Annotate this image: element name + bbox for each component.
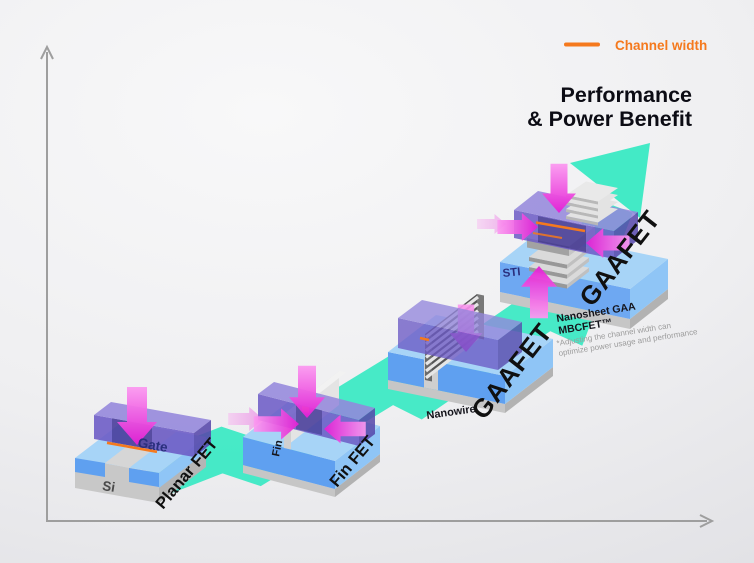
fin-label: Fin — [270, 439, 285, 458]
legend-label: Channel width — [615, 38, 707, 53]
finfet-substrate-side — [335, 454, 380, 497]
planar-si-label: Si — [101, 478, 116, 495]
growth-arrow-head-icon — [570, 143, 650, 218]
nanosheet-substrate-side — [630, 289, 668, 329]
sti-label: STI — [502, 266, 521, 280]
nanosheet-base-side — [630, 259, 668, 319]
finfet-substrate-front — [243, 465, 335, 497]
nanosheet-channel-width-line-2 — [532, 232, 563, 239]
planar-gate-top — [94, 402, 211, 433]
planar-oxide-left — [75, 458, 105, 477]
nanowire-gate-side — [498, 322, 522, 370]
nanowire-substrate-front — [388, 380, 505, 413]
planar-gate-side — [194, 420, 211, 457]
nanowire-gate — [398, 300, 522, 370]
nanowire-channel-width-mark — [419, 336, 430, 342]
nanosheet-channel-width-line — [535, 221, 586, 233]
nanowire-gate-front — [398, 318, 498, 370]
planar-oxide-right — [129, 468, 159, 487]
fin-fet: Fin Fin FET — [228, 365, 380, 497]
axes — [40, 44, 715, 528]
title-line1: Performance — [561, 83, 692, 107]
channel-width-swatch-icon — [564, 42, 600, 47]
nanowire-gate-top — [398, 300, 522, 340]
legend: Channel width — [564, 38, 707, 53]
nanowire-substrate-side — [505, 367, 553, 413]
planar-gate-label: Gate — [137, 435, 170, 455]
nanowire-gaafet: Nanowire GAAFET — [388, 294, 558, 425]
finfet-base-front — [243, 437, 335, 489]
y-axis-arrowhead-icon — [40, 44, 54, 60]
title-line2: & Power Benefit — [527, 107, 692, 131]
x-axis-arrowhead-icon — [699, 514, 715, 528]
nanosheet-back-stack — [566, 181, 618, 226]
planar-channel-width-line — [106, 441, 158, 454]
chart-title: Performance & Power Benefit — [527, 83, 692, 131]
finfet-base-side — [335, 426, 380, 489]
nanowire-base-front — [388, 352, 505, 404]
nanowire-base-side — [505, 339, 553, 404]
finfet-gate-side — [359, 408, 375, 446]
planar-fet: Gate Si Planar FET — [75, 387, 221, 513]
